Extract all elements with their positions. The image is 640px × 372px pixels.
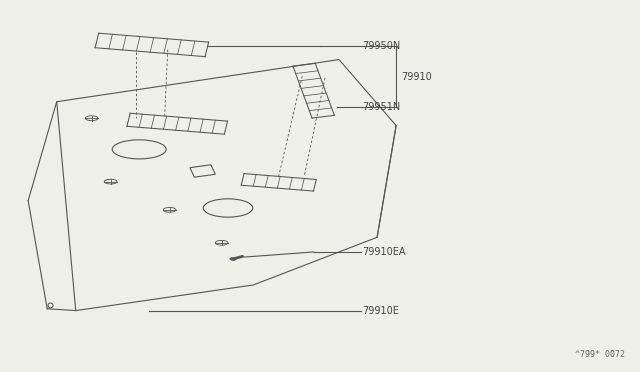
Text: 79910: 79910 xyxy=(401,72,432,82)
Text: 79910EA: 79910EA xyxy=(362,247,406,257)
Text: ^799* 0072: ^799* 0072 xyxy=(575,350,625,359)
Text: 79950N: 79950N xyxy=(362,41,401,51)
Ellipse shape xyxy=(230,257,236,260)
Text: 79910E: 79910E xyxy=(362,305,399,315)
Text: 79951N: 79951N xyxy=(362,102,401,112)
